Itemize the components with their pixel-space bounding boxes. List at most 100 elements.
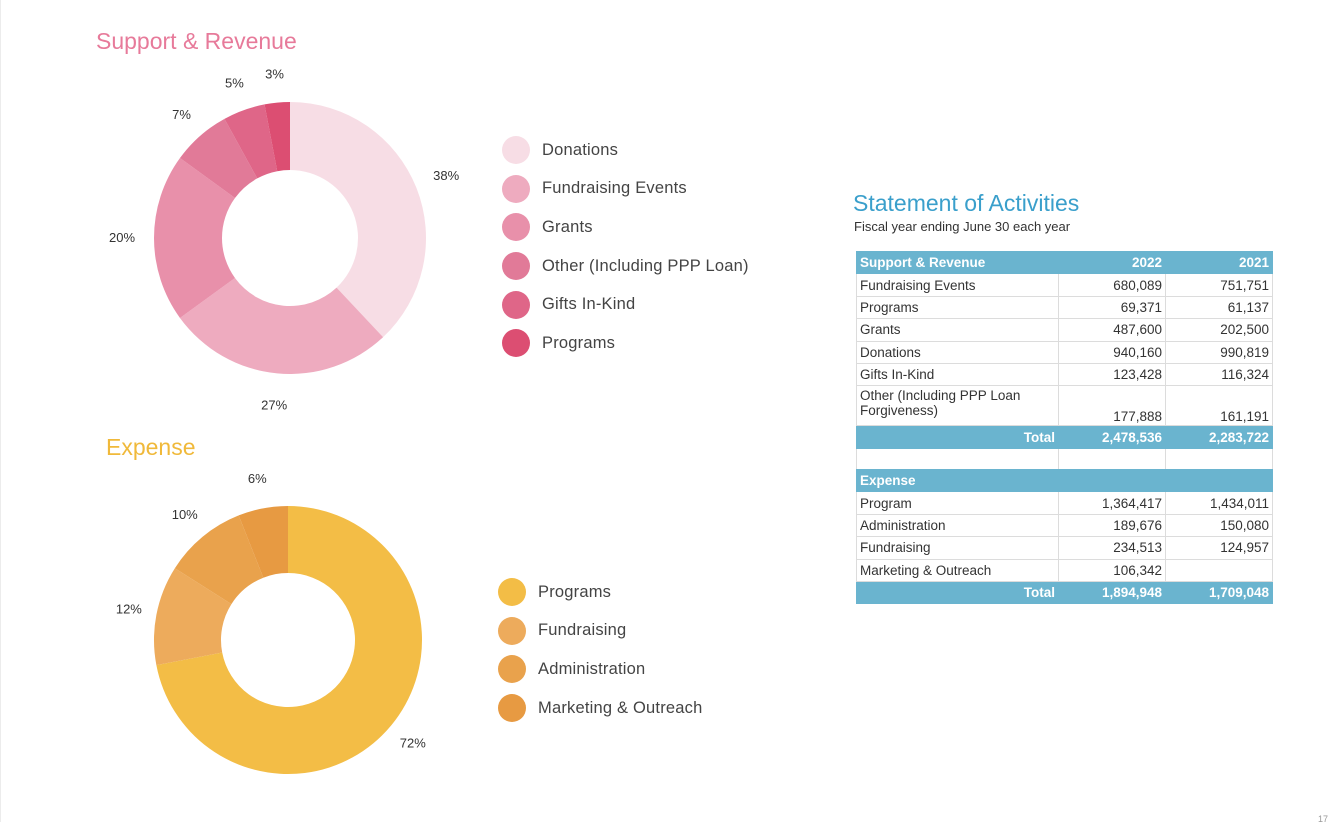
donut-slice-donations	[290, 102, 427, 338]
table-row: Administration 189,676 150,080	[856, 513, 1273, 538]
table-row: Program 1,364,417 1,434,011	[856, 491, 1273, 515]
total-label: Total	[856, 425, 1059, 449]
row-value: 61,137	[1165, 295, 1273, 320]
legend-item-fundraising-events: Fundraising Events	[502, 170, 749, 209]
donut-slice-gifts-in-kind	[224, 104, 278, 179]
slice-label-other-including-ppp-loan: 7%	[172, 107, 191, 122]
donut-slice-fundraising	[154, 568, 232, 666]
total-value: 1,709,048	[1165, 580, 1273, 605]
row-value: 751,751	[1165, 273, 1273, 297]
legend-swatch	[502, 252, 530, 281]
revenue-table: Support & Revenue 2022 2021 Fundraising …	[856, 250, 1273, 472]
row-value: 124,957	[1165, 536, 1273, 560]
row-label: Donations	[856, 340, 1059, 364]
table-spacer-row	[856, 447, 1273, 472]
row-value	[1165, 558, 1273, 582]
row-value: 234,513	[1058, 536, 1166, 560]
row-value: 940,160	[1058, 340, 1166, 364]
row-value: 1,364,417	[1058, 491, 1166, 515]
legend-item-other-including-ppp-loan: Other (Including PPP Loan)	[502, 247, 749, 286]
slice-label-marketing-outreach: 6%	[248, 471, 267, 486]
row-value: 680,089	[1058, 273, 1166, 297]
slice-label-donations: 38%	[433, 168, 459, 183]
row-value: 1,434,011	[1165, 491, 1273, 515]
header-cell: Support & Revenue	[856, 250, 1059, 275]
row-value: 202,500	[1165, 318, 1273, 342]
row-value: 116,324	[1165, 362, 1273, 387]
revenue-donut-chart: 38% 27% 20% 7% 5% 3%	[109, 67, 460, 413]
legend-swatch	[502, 329, 530, 358]
table-row: Other (Including PPP Loan Forgiveness) 1…	[856, 385, 1273, 427]
legend-label: Fundraising	[538, 621, 627, 640]
donut-slice-fundraising-events	[179, 277, 384, 375]
expense-legend: Programs Fundraising Administration Marketi…	[498, 573, 703, 727]
donut-slice-programs	[156, 506, 422, 774]
legend-label: Programs	[538, 582, 612, 601]
table-row: Fundraising Events 680,089 751,751	[856, 273, 1273, 297]
row-value: 487,600	[1058, 318, 1166, 342]
donut-slice-grants	[154, 158, 235, 318]
legend-swatch	[502, 174, 530, 203]
slice-label-programs: 72%	[400, 735, 426, 750]
donut-slice-marketing-outreach	[238, 506, 288, 578]
legend-item-marketing-outreach: Marketing & Outreach	[498, 689, 703, 728]
slice-label-administration: 10%	[172, 507, 198, 522]
slice-label-fundraising-events: 27%	[261, 397, 287, 412]
legend-label: Donations	[542, 140, 619, 159]
page-number: 17	[1317, 814, 1328, 824]
table-row: Grants 487,600 202,500	[856, 318, 1273, 342]
slice-label-grants: 20%	[109, 230, 135, 245]
row-value: 161,191	[1165, 385, 1273, 427]
expense-table: Expense Program 1,364,417 1,434,011 Admi…	[856, 468, 1273, 605]
legend-label: Gifts In-Kind	[542, 295, 636, 314]
row-label: Fundraising	[856, 536, 1059, 560]
legend-item-programs: Programs	[498, 573, 703, 612]
legend-label: Grants	[542, 217, 593, 236]
total-value: 1,894,948	[1058, 580, 1166, 605]
legend-swatch	[498, 694, 526, 723]
row-value: 69,371	[1058, 295, 1166, 320]
total-value: 2,478,536	[1058, 425, 1166, 449]
row-label: Program	[856, 491, 1059, 515]
table-row: Programs 69,371 61,137	[856, 295, 1273, 320]
legend-label: Marketing & Outreach	[538, 698, 703, 717]
row-label: Gifts In-Kind	[856, 362, 1059, 387]
header-cell: 2022	[1058, 250, 1166, 275]
table-total-row: Total 1,894,948 1,709,048	[856, 580, 1273, 605]
legend-label: Other (Including PPP Loan)	[542, 256, 749, 275]
donut-slice-other-including-ppp-loan	[179, 118, 258, 199]
revenue-chart-title: Support & Revenue	[96, 28, 297, 54]
row-value: 177,888	[1058, 385, 1166, 427]
table-row: Gifts In-Kind 123,428 116,324	[856, 362, 1273, 387]
table-total-row: Total 2,478,536 2,283,722	[856, 425, 1273, 449]
header-cell: Expense	[856, 468, 1059, 493]
row-value: 106,342	[1058, 558, 1166, 582]
row-label: Other (Including PPP Loan Forgiveness)	[856, 385, 1059, 427]
row-label: Administration	[856, 513, 1059, 538]
total-value: 2,283,722	[1165, 425, 1273, 449]
expense-chart-title: Expense	[106, 434, 196, 460]
slice-label-gifts-in-kind: 5%	[225, 76, 244, 91]
legend-item-grants: Grants	[502, 208, 749, 247]
donut-slice-programs	[264, 102, 290, 172]
legend-swatch	[502, 136, 530, 165]
row-value: 189,676	[1058, 513, 1166, 538]
legend-label: Administration	[538, 659, 646, 678]
legend-item-fundraising: Fundraising	[498, 612, 703, 651]
slice-label-fundraising: 12%	[116, 602, 142, 617]
legend-swatch	[502, 213, 530, 242]
statement-subtitle: Fiscal year ending June 30 each year	[854, 219, 1071, 234]
table-header-row: Expense	[856, 468, 1273, 493]
table-row: Fundraising 234,513 124,957	[856, 536, 1273, 560]
total-label: Total	[856, 580, 1059, 605]
legend-item-programs: Programs	[502, 324, 749, 363]
legend-swatch	[498, 655, 526, 684]
legend-item-gifts-in-kind: Gifts In-Kind	[502, 285, 749, 324]
table-row: Marketing & Outreach 106,342	[856, 558, 1273, 582]
page-edge	[0, 0, 1, 822]
legend-item-donations: Donations	[502, 131, 749, 170]
donut-slice-administration	[174, 515, 264, 605]
legend-swatch	[502, 290, 530, 319]
legend-label: Fundraising Events	[542, 179, 687, 198]
legend-swatch	[498, 578, 526, 607]
